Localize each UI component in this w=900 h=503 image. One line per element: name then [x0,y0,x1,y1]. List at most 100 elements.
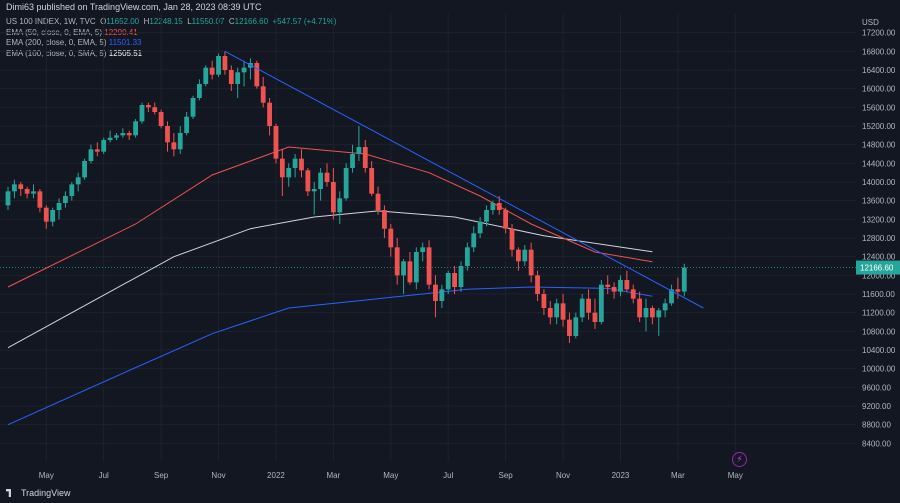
price-tick-label: 11200.00 [862,309,895,318]
candle [286,163,292,187]
candle-body [311,189,317,192]
price-tick-label: 8400.00 [862,439,891,448]
candle-body [445,273,451,290]
candle-body [426,247,432,285]
candle-body [31,191,36,194]
currency-label: USD [862,18,879,27]
candle [420,242,426,262]
candle [662,298,668,318]
price-tick-label: 9600.00 [862,383,891,392]
candle [356,126,362,161]
candle [637,291,643,322]
candle [496,196,502,215]
candle [477,217,483,238]
candle-body [235,72,241,84]
candle [235,67,241,98]
candle [426,240,432,290]
candle [445,270,451,294]
candle-body [292,158,298,168]
candle-body [133,121,138,136]
candles [5,51,687,343]
candle-body [88,149,94,161]
candle-body [75,177,81,185]
candle [31,184,36,199]
candle [567,312,572,343]
candle-body [177,133,183,150]
candle [535,270,540,301]
candle [330,168,336,220]
footer-brand: TradingView [6,488,71,498]
candle-body [254,63,260,87]
legend-ema50-value: 12290.41 [104,27,138,37]
candle-body [656,310,662,318]
candle-body [554,303,560,318]
candle [5,186,11,210]
candle-body [420,247,426,252]
publish-header-text: Dimi63 published on TradingView.com, Jan… [6,2,262,12]
candle-body [337,198,343,213]
candle [598,280,604,325]
candle-body [382,210,387,229]
candle [618,275,623,297]
candle [343,163,349,201]
chart-legend: US 100 INDEX, 1W, TVC O11652.00 H12248.1… [6,17,337,59]
price-tick-label: 14800.00 [862,141,896,150]
last-price-label: 12166.60 [860,264,894,273]
candle [407,252,413,285]
time-axis[interactable]: May Jul Sep Nov 2022 Mar May Jul Sep Nov 2023 Mar Ma… [39,471,743,480]
candle-body [158,112,164,126]
candle-body [675,289,681,292]
candle-body [522,249,528,262]
candle-body [605,284,611,287]
flash-icon[interactable]: ⚡ [732,452,747,467]
legend-ema50-row[interactable]: EMA (50, close, 0, EMA, 5) 12290.41 [6,28,337,39]
candle [554,298,560,325]
candle-body [503,210,509,229]
candle [292,154,298,178]
candle-body [618,280,623,292]
candle [573,312,579,339]
candle [522,245,528,266]
price-tick-label: 16800.00 [862,47,896,56]
candle [190,95,196,119]
candle-body [24,189,30,194]
ema100-line [7,210,653,349]
ema200-line [7,286,653,426]
candle-body [401,261,406,276]
candle [611,282,617,299]
candle [24,186,30,199]
candle [394,238,400,285]
price-tick-label: 8800.00 [862,421,891,430]
candle-body [649,308,655,318]
legend-ema100-row[interactable]: EMA (100, close, 0, SMA, 5) 12505.51 [6,49,337,60]
candle [177,126,183,154]
candle-body [516,249,521,262]
candle [120,128,126,138]
candle-body [209,67,215,75]
candle [528,242,534,283]
candle-body [496,203,502,210]
candle [82,158,87,180]
candle [490,200,496,215]
price-tick-label: 15600.00 [862,103,896,112]
legend-ema200-row[interactable]: EMA (200, close, 0, EMA, 5) 11501.33 [6,38,337,49]
candle-body [681,267,687,292]
candle [88,144,94,164]
candle [624,270,630,292]
candle-body [439,289,445,301]
candle-body [82,161,87,178]
candle [458,261,464,292]
candle-body [43,207,49,222]
candle-body [101,140,107,152]
candle-body [228,70,234,84]
candle-body [197,84,202,98]
candle [126,130,132,140]
candle-body [407,261,413,283]
price-axis[interactable]: 8400.00 8800.00 9200.00 9600.00 10000.00 1040… [856,18,900,448]
candle [452,266,457,294]
trendline-segment [224,50,704,309]
time-tick-label: Nov [556,471,570,480]
legend-symbol[interactable]: US 100 INDEX, 1W, TVC [6,17,96,26]
candle [216,53,221,77]
